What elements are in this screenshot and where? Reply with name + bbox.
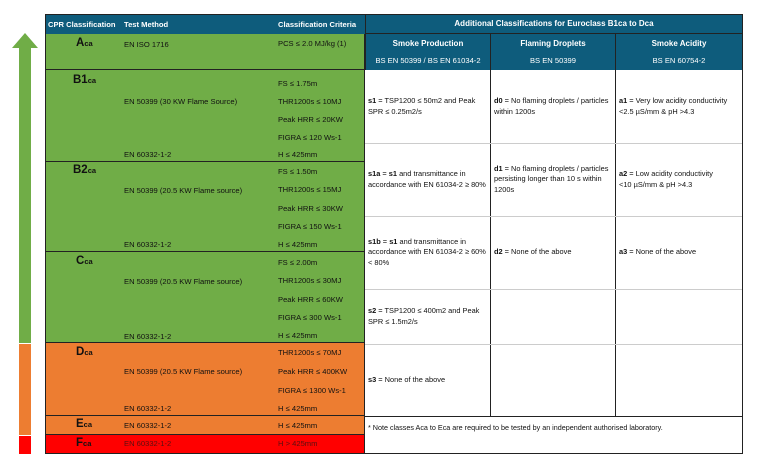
classification-table [45, 14, 743, 454]
smoke-s3: s3 = None of the above [368, 374, 446, 384]
test-method: EN 60332-1-2 [124, 332, 172, 341]
row-separator [365, 216, 742, 217]
smoke-s1a: s1a = s1 and transmittance in accordance… [368, 169, 486, 189]
criteria: Peak HRR ≤ 20KW [278, 115, 343, 124]
header-additional: Additional Classifications for Euroclass… [454, 19, 654, 28]
test-method: EN 60332-1-2 [124, 421, 172, 430]
droplets-header: Flaming Droplets BS EN 50399 [490, 34, 615, 70]
test-method: EN 60332-1-2 [124, 240, 172, 249]
acidity-title: Smoke Acidity [651, 39, 707, 48]
criteria: Peak HRR ≤ 30KW [278, 204, 343, 213]
droplets-standard: BS EN 50399 [529, 56, 576, 65]
class-label: Cca [76, 255, 93, 267]
criteria: H ≤ 425mm [278, 240, 318, 249]
class-label: B2ca [73, 164, 97, 176]
smoke-standard: BS EN 50399 / BS EN 61034-2 [375, 56, 481, 65]
arrow-segment-red [19, 436, 31, 454]
smoke-s1: s1 = TSP1200 ≤ 50m2 and Peak SPR ≤ 0.25m… [368, 96, 476, 116]
criteria: FS ≤ 1.50m [278, 167, 318, 176]
header-cpr: CPR Classification [48, 20, 116, 29]
left-header-row: CPR Classification Test Method Classific… [46, 15, 365, 34]
criteria: H ≤ 425mm [278, 150, 318, 159]
note-text: * Note classes Aca to Eca are required t… [368, 423, 663, 432]
class-row-c: Cca EN 50399 (20.5 KW Flame source) EN 6… [46, 252, 365, 343]
class-label: Dca [76, 346, 93, 358]
criteria: FIGRA ≤ 300 Ws-1 [278, 313, 342, 322]
criteria: H ≤ 425mm [278, 404, 318, 413]
class-label: Fca [76, 437, 92, 449]
test-method: EN 50399 (20.5 KW Flame source) [124, 367, 243, 376]
class-label: Eca [76, 418, 93, 430]
class-label: B1ca [73, 74, 97, 86]
smoke-header: Smoke Production BS EN 50399 / BS EN 610… [365, 34, 490, 70]
criteria: H ≤ 425mm [278, 421, 318, 430]
acidity-a1: a1 = Very low acidity conductivity <2.5 µ… [619, 96, 728, 116]
criteria: THR1200s ≤ 10MJ [278, 97, 342, 106]
row-separator [365, 416, 742, 417]
criteria: PCS ≤ 2.0 MJ/kg (1) [278, 39, 347, 48]
criteria: FS ≤ 1.75m [278, 79, 318, 88]
additional-header: Additional Classifications for Euroclass… [365, 15, 742, 34]
criteria: FS ≤ 2.00m [278, 258, 318, 267]
test-method: EN 60332-1-2 [124, 404, 172, 413]
arrow-head [12, 33, 38, 48]
criteria: FIGRA ≤ 1300 Ws-1 [278, 386, 346, 395]
class-row-b1: B1ca EN 50399 (30 KW Flame Source) EN 60… [46, 70, 365, 162]
test-method: EN 50399 (30 KW Flame Source) [124, 97, 238, 106]
acidity-standard: BS EN 60754-2 [652, 56, 706, 65]
test-method: EN 60332-1-2 [124, 439, 172, 448]
criteria: FIGRA ≤ 150 Ws-1 [278, 222, 342, 231]
divider [615, 70, 616, 416]
divider [364, 34, 365, 454]
class-row-e: Eca EN 60332-1-2 H ≤ 425mm [46, 416, 365, 435]
acidity-a3: a3 = None of the above [619, 247, 697, 257]
droplets-title: Flaming Droplets [520, 39, 586, 48]
droplets-d1: d1 = No flaming droplets / particles per… [494, 163, 609, 194]
row-separator [365, 143, 742, 144]
criteria: THR1200s ≤ 30MJ [278, 276, 342, 285]
criteria: THR1200s ≤ 70MJ [278, 348, 342, 357]
class-label: Aca [76, 37, 93, 49]
class-row-b2: B2ca EN 50399 (20.5 KW Flame source) EN … [46, 162, 365, 252]
class-row-d: Dca EN 50399 (20.5 KW Flame source) EN 6… [46, 343, 365, 416]
test-method: EN ISO 1716 [124, 40, 169, 49]
droplets-d0: d0 = No flaming droplets / particles wit… [494, 96, 609, 116]
test-method: EN 60332-1-2 [124, 150, 172, 159]
class-row-f: Fca EN 60332-1-2 H > 425mm [46, 435, 365, 453]
divider [490, 70, 491, 416]
criteria: Peak HRR ≤ 400KW [278, 367, 348, 376]
arrow-segment-orange [19, 344, 31, 435]
criteria: THR1200s ≤ 15MJ [278, 185, 342, 194]
test-method: EN 50399 (20.5 KW Flame source) [124, 277, 243, 286]
criteria: FIGRA ≤ 120 Ws-1 [278, 133, 342, 142]
class-row-a: Aca EN ISO 1716 PCS ≤ 2.0 MJ/kg (1) [46, 34, 365, 70]
droplets-d2: d2 = None of the above [494, 247, 572, 257]
header-criteria: Classification Criteria [278, 20, 357, 29]
smoke-title: Smoke Production [392, 39, 464, 48]
arrow-segment-green [19, 47, 31, 343]
smoke-s1b: s1b = s1 and transmittance in accordance… [368, 236, 486, 267]
row-separator [365, 289, 742, 290]
row-separator [365, 344, 742, 345]
acidity-header: Smoke Acidity BS EN 60754-2 [615, 34, 742, 70]
smoke-s2: s2 = TSP1200 ≤ 400m2 and Peak SPR ≤ 1.5m… [368, 306, 480, 326]
criteria: H > 425mm [278, 439, 318, 448]
acidity-a2: a2 = Low acidity conductivity <10 µS/mm &… [619, 169, 713, 189]
criteria: Peak HRR ≤ 60KW [278, 295, 343, 304]
criteria: H ≤ 425mm [278, 331, 318, 340]
test-method: EN 50399 (20.5 KW Flame source) [124, 186, 243, 195]
header-method: Test Method [124, 20, 169, 29]
